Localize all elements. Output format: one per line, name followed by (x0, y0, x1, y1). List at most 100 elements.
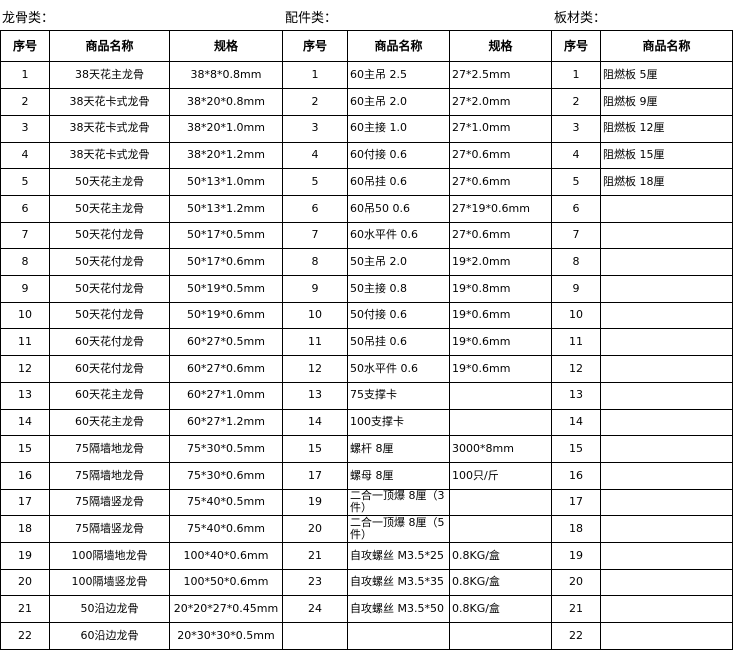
cell: 22 (552, 622, 601, 650)
cell: 16 (552, 462, 601, 490)
cell: 27*2.5mm (450, 62, 552, 90)
cell (601, 222, 733, 250)
cell (601, 462, 733, 490)
cell: 1 (552, 62, 601, 90)
cell (348, 622, 450, 650)
cell: 11 (0, 329, 50, 357)
cell: 9 (0, 275, 50, 303)
cell: 75*40*0.5mm (170, 489, 283, 517)
header-cell: 商品名称 (50, 30, 170, 62)
cell: 5 (283, 168, 348, 196)
cell: 15 (0, 435, 50, 463)
cell: 10 (283, 302, 348, 330)
cell (601, 248, 733, 277)
cell: 27*19*0.6mm (450, 195, 552, 223)
cell: 6 (552, 195, 601, 223)
cell (601, 515, 733, 544)
cell: 19*0.6mm (450, 302, 552, 330)
cell: 20 (283, 515, 348, 544)
cell: 8 (283, 248, 348, 277)
cell: 38*20*1.2mm (170, 142, 283, 170)
header-cell: 规格 (170, 30, 283, 62)
cell: 4 (552, 142, 601, 170)
cell: 50付接 0.6 (348, 302, 450, 330)
cell: 50吊挂 0.6 (348, 329, 450, 357)
cell: 阻燃板 5厘 (601, 62, 733, 90)
cell: 27*2.0mm (450, 88, 552, 116)
cell: 75隔墙竖龙骨 (50, 515, 170, 544)
cell: 21 (552, 596, 601, 624)
cell: 100只/斤 (450, 462, 552, 490)
header-cell: 商品名称 (601, 30, 733, 62)
cell: 50主接 0.8 (348, 275, 450, 303)
cell: 60*27*1.2mm (170, 409, 283, 437)
cell: 50天花主龙骨 (50, 195, 170, 223)
cell: 18 (0, 515, 50, 544)
cell: 阻燃板 12厘 (601, 115, 733, 143)
cell: 阻燃板 18厘 (601, 168, 733, 196)
cell: 75隔墙地龙骨 (50, 462, 170, 490)
cell: 二合一顶爆 8厘（3件） (348, 489, 450, 517)
cell (601, 542, 733, 570)
cell (450, 409, 552, 437)
cell: 3000*8mm (450, 435, 552, 463)
cell: 1 (0, 62, 50, 90)
cell: 21 (283, 542, 348, 570)
cell: 5 (552, 168, 601, 196)
cell: 17 (0, 489, 50, 517)
cell: 50天花付龙骨 (50, 248, 170, 277)
cell: 19 (283, 489, 348, 517)
section-title: 板材类： (554, 11, 607, 26)
cell: 7 (283, 222, 348, 250)
cell (601, 435, 733, 463)
cell: 19*0.6mm (450, 329, 552, 357)
cell: 12 (552, 355, 601, 383)
cell: 27*0.6mm (450, 168, 552, 196)
cell: 60天花付龙骨 (50, 355, 170, 383)
cell: 38天花卡式龙骨 (50, 115, 170, 143)
cell: 3 (283, 115, 348, 143)
cell: 12 (0, 355, 50, 383)
cell: 27*0.6mm (450, 142, 552, 170)
cell: 38*20*1.0mm (170, 115, 283, 143)
cell: 23 (283, 569, 348, 597)
cell: 19*2.0mm (450, 248, 552, 277)
cell: 38天花卡式龙骨 (50, 142, 170, 170)
cell: 7 (552, 222, 601, 250)
cell: 4 (0, 142, 50, 170)
cell: 11 (283, 329, 348, 357)
header-cell: 序号 (283, 30, 348, 62)
cell: 60*27*1.0mm (170, 382, 283, 410)
cell: 60付接 0.6 (348, 142, 450, 170)
header-cell: 规格 (450, 30, 552, 62)
cell: 38天花主龙骨 (50, 62, 170, 90)
cell: 12 (283, 355, 348, 383)
cell: 18 (552, 515, 601, 544)
cell: 15 (283, 435, 348, 463)
cell: 2 (283, 88, 348, 116)
cell (601, 302, 733, 330)
cell (283, 622, 348, 650)
cell: 自攻螺丝 M3.5*50 (348, 596, 450, 624)
cell: 9 (283, 275, 348, 303)
cell (450, 515, 552, 544)
cell: 50*19*0.5mm (170, 275, 283, 303)
cell: 螺杆 8厘 (348, 435, 450, 463)
header-cell: 商品名称 (348, 30, 450, 62)
cell: 50天花付龙骨 (50, 275, 170, 303)
cell (450, 622, 552, 650)
cell (601, 622, 733, 650)
cell: 13 (283, 382, 348, 410)
cell: 27*1.0mm (450, 115, 552, 143)
cell: 14 (283, 409, 348, 437)
cell: 螺母 8厘 (348, 462, 450, 490)
cell: 2 (0, 88, 50, 116)
cell (601, 409, 733, 437)
cell: 21 (0, 596, 50, 624)
cell: 7 (0, 222, 50, 250)
cell: 6 (0, 195, 50, 223)
cell: 60天花主龙骨 (50, 382, 170, 410)
cell: 100*50*0.6mm (170, 569, 283, 597)
section-title: 龙骨类： (2, 11, 55, 26)
